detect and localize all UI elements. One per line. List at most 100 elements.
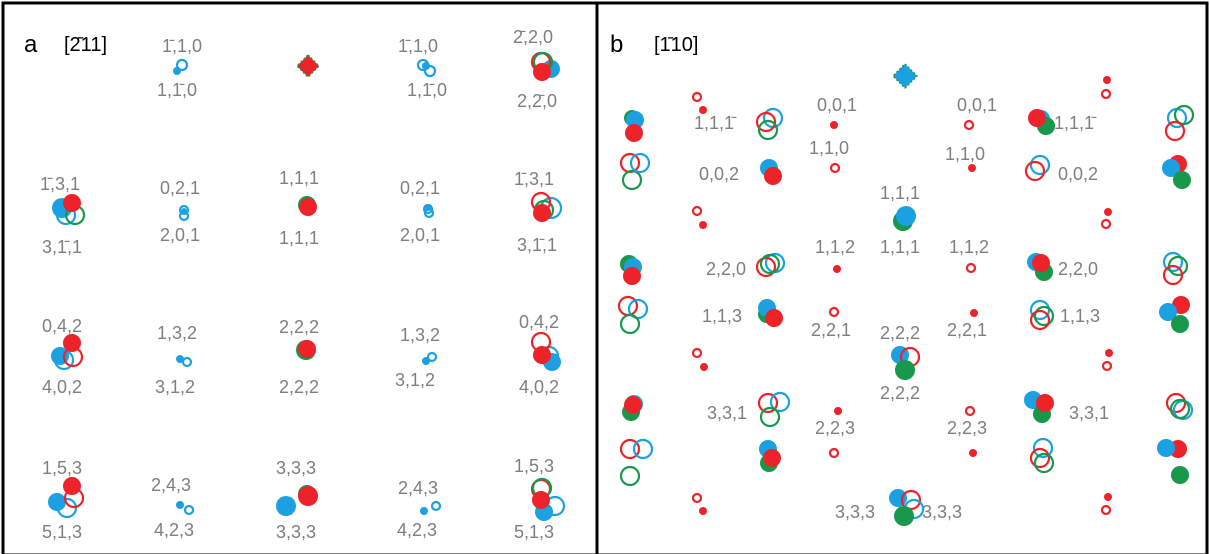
red-filled-spot xyxy=(764,167,782,185)
reflection-label: 3,1̄,1 xyxy=(517,235,557,255)
reflection-label: 2,2,1 xyxy=(947,320,987,340)
reflection-label: 1,1,3 xyxy=(702,306,742,326)
green-ring-spot xyxy=(1173,104,1195,126)
reflection-label: 1̄,3,1 xyxy=(514,169,554,189)
green-ring-spot xyxy=(619,465,641,487)
reflection-label: 2,2,2 xyxy=(279,317,319,337)
reflection-label: 0,0,1 xyxy=(957,95,997,115)
red-ring-spot xyxy=(691,492,703,504)
red-filled-spot xyxy=(533,63,551,81)
red-ring-spot xyxy=(755,111,777,133)
blue-filled-spot xyxy=(181,208,187,214)
red-filled-spot xyxy=(623,267,641,285)
blue-filled-spot xyxy=(176,501,184,509)
reflection-label: 4,0,2 xyxy=(519,377,559,397)
blue-ring-spot xyxy=(430,500,442,512)
panel-a-zone-axis: [2̄11] xyxy=(64,34,107,56)
red-filled-spot xyxy=(625,124,643,142)
red-filled-spot xyxy=(63,334,81,352)
blue-filled-spot xyxy=(420,507,428,515)
reflection-label: 5,1,3 xyxy=(514,522,554,542)
green-ring-spot xyxy=(759,406,781,428)
green-ring-spot xyxy=(759,253,781,275)
green-filled-spot xyxy=(1171,315,1189,333)
blue-ring-spot xyxy=(1029,154,1051,176)
panel-b-frame xyxy=(595,1,1209,554)
red-filled-spot xyxy=(1103,76,1111,84)
blue-ring-spot xyxy=(1029,299,1051,321)
green-ring-spot xyxy=(1033,452,1055,474)
reflection-label: 3,3,1 xyxy=(707,403,747,423)
green-ring-spot xyxy=(619,313,641,335)
reflection-label: 1,1,1 xyxy=(880,183,920,203)
red-filled-spot xyxy=(624,396,642,414)
red-ring-spot xyxy=(828,447,840,459)
red-filled-spot xyxy=(833,265,841,273)
blue-filled-spot xyxy=(48,493,66,511)
reflection-label: 4,0,2 xyxy=(42,377,82,397)
green-ring-spot xyxy=(1033,305,1055,327)
blue-ring-spot xyxy=(632,438,654,460)
reflection-label: 1,1̄,0 xyxy=(407,80,447,100)
red-filled-spot xyxy=(834,407,842,415)
reflection-label: 0,2,1 xyxy=(400,178,440,198)
reflection-label: 1,1,1 xyxy=(279,168,319,188)
reflection-label: 3,3,3 xyxy=(922,502,962,522)
red-ring-spot xyxy=(1024,160,1046,182)
blue-ring-spot xyxy=(1162,251,1184,273)
reflection-label: 3,1,2 xyxy=(155,377,195,397)
reflection-label: 1̄,1,0 xyxy=(162,36,202,56)
red-ring-spot xyxy=(691,347,703,359)
red-filled-spot xyxy=(63,194,81,212)
blue-filled-spot xyxy=(1159,303,1177,321)
reflection-label: 2,0,1 xyxy=(400,225,440,245)
reflection-label: 2,2,3 xyxy=(815,418,855,438)
reflection-label: 1,5,3 xyxy=(514,456,554,476)
reflection-label: 1,3,2 xyxy=(157,323,197,343)
red-ring-spot xyxy=(1100,218,1112,230)
red-filled-spot xyxy=(1104,208,1112,216)
reflection-label: 2,2,0 xyxy=(706,259,746,279)
red-filled-spot xyxy=(1036,394,1054,412)
reflection-label: 2,4,3 xyxy=(398,478,438,498)
reflection-label: 1̄,3,1 xyxy=(40,174,80,194)
reflection-label: 1,1,3 xyxy=(1060,306,1100,326)
blue-ring-spot xyxy=(426,351,438,363)
reflection-label: 1,1,2 xyxy=(815,237,855,257)
diffraction-spots xyxy=(48,51,1195,526)
reflection-label: 3,1,2 xyxy=(395,370,435,390)
blue-ring-spot xyxy=(183,504,195,516)
green-filled-spot xyxy=(1171,466,1189,484)
panel-b-letter: b xyxy=(610,31,623,58)
red-filled-spot xyxy=(700,363,708,371)
reflection-label: 1,1,1 xyxy=(880,237,920,257)
blue-filled-spot xyxy=(422,62,430,70)
red-filled-spot xyxy=(298,486,318,506)
blue-ring-spot xyxy=(181,356,193,368)
red-filled-spot xyxy=(763,449,781,467)
red-ring-spot xyxy=(757,392,779,414)
red-filled-spot xyxy=(1032,254,1050,272)
red-ring-spot xyxy=(964,405,976,417)
green-ring-spot xyxy=(621,169,643,191)
reflection-label: 3,1̄,1 xyxy=(42,237,82,257)
red-ring-spot xyxy=(1101,360,1113,372)
reflection-label: 3,3,3 xyxy=(276,458,316,478)
reflection-label: 1,1,2 xyxy=(949,237,989,257)
red-ring-spot xyxy=(963,119,975,131)
red-filled-spot xyxy=(699,106,707,114)
reflection-label: 1,1,1 xyxy=(279,228,319,248)
red-ring-spot xyxy=(691,91,703,103)
direct-beam-marker xyxy=(295,53,321,79)
blue-filled-spot xyxy=(425,205,431,211)
red-filled-spot xyxy=(969,449,977,457)
reflection-label: 0,2,1 xyxy=(160,178,200,198)
reflection-label: 2,2,2 xyxy=(880,383,920,403)
reflection-label: 0,0,2 xyxy=(699,164,739,184)
direct-beam-marker xyxy=(891,62,919,90)
red-ring-spot xyxy=(829,162,841,174)
red-ring-spot xyxy=(828,306,840,318)
red-filled-spot xyxy=(1104,493,1112,501)
red-ring-spot xyxy=(1162,264,1184,286)
